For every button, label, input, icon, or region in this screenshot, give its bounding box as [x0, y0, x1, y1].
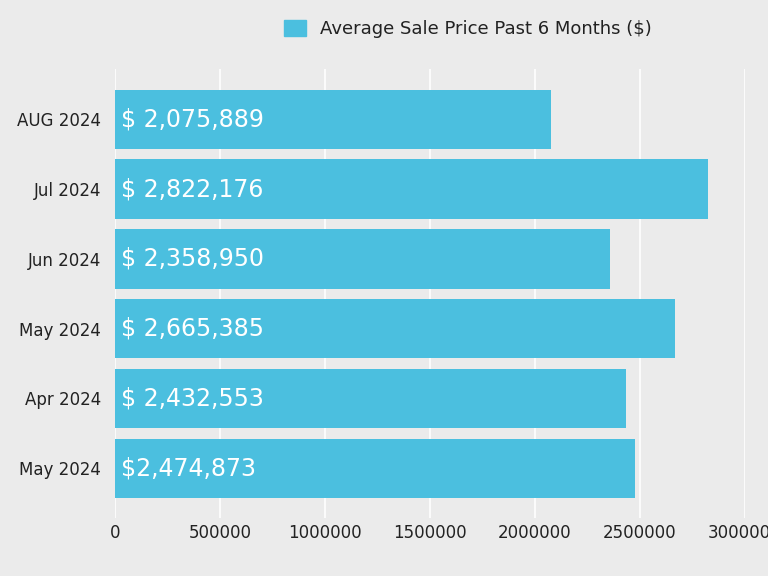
Text: $ 2,822,176: $ 2,822,176	[121, 177, 264, 201]
Bar	[115, 299, 675, 358]
Bar	[115, 89, 551, 149]
Bar	[115, 160, 707, 219]
Bar	[115, 369, 626, 428]
Text: $2,474,873: $2,474,873	[121, 456, 257, 480]
Text: $ 2,432,553: $ 2,432,553	[121, 386, 264, 411]
Text: $ 2,358,950: $ 2,358,950	[121, 247, 264, 271]
Legend: Average Sale Price Past 6 Months ($): Average Sale Price Past 6 Months ($)	[284, 20, 652, 38]
Bar	[115, 229, 611, 289]
Bar	[115, 439, 634, 498]
Text: $ 2,075,889: $ 2,075,889	[121, 107, 264, 131]
Text: $ 2,665,385: $ 2,665,385	[121, 317, 264, 340]
